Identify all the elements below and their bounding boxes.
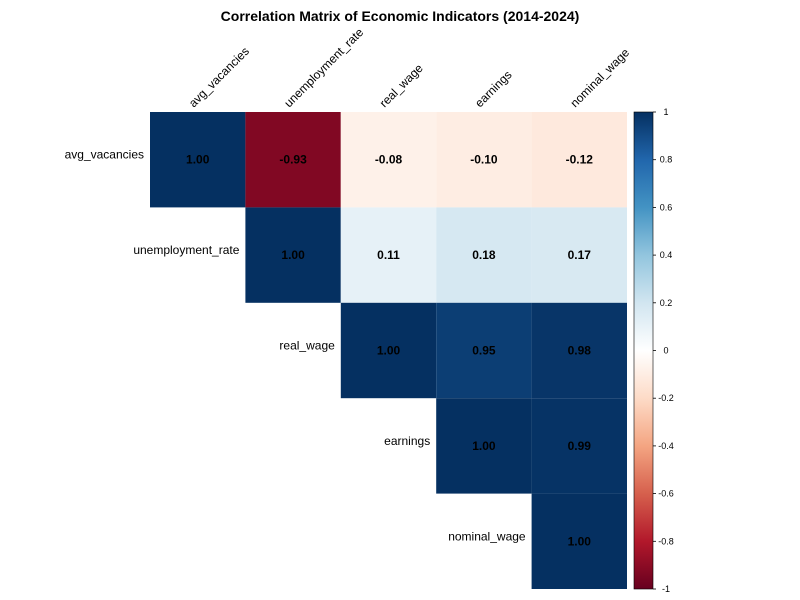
colorbar-tick-label: 0 bbox=[663, 346, 668, 356]
cell-value-real_wage-earnings: 0.95 bbox=[472, 344, 496, 358]
colorbar-tick-label: -0.2 bbox=[658, 393, 674, 403]
cell-value-unemployment_rate-nominal_wage: 0.17 bbox=[568, 248, 592, 262]
heatmap-cell-avg_vacancies-avg_vacancies bbox=[150, 112, 246, 208]
heatmap-cell-real_wage-nominal_wage bbox=[531, 302, 627, 399]
colorbar-tick-label: -0.4 bbox=[658, 441, 674, 451]
cell-value-real_wage-nominal_wage: 0.98 bbox=[568, 344, 592, 358]
cell-value-real_wage-real_wage: 1.00 bbox=[377, 344, 401, 358]
row-label-real_wage: real_wage bbox=[279, 339, 335, 353]
heatmap-cells: 1.00 -0.93 -0.08 -0.10 -0.12 1.00 0.11 0.18 0.17… bbox=[150, 112, 627, 589]
cell-value-avg_vacancies-avg_vacancies: 1.00 bbox=[186, 153, 210, 167]
heatmap-cell-avg_vacancies-earnings bbox=[436, 112, 532, 208]
heatmap-cell-avg_vacancies-nominal_wage bbox=[531, 112, 627, 208]
cell-value-earnings-earnings: 1.00 bbox=[472, 439, 496, 453]
row-labels: avg_vacancies unemployment_rate real_wagee… bbox=[65, 148, 526, 544]
heatmap-cell-earnings-nominal_wage bbox=[531, 398, 627, 494]
cell-value-unemployment_rate-earnings: 0.18 bbox=[472, 248, 496, 262]
colorbar-tick-label: 0.4 bbox=[660, 250, 673, 260]
colorbar-tick-label: -0.8 bbox=[658, 536, 674, 546]
colorbar-tick-label: 0.6 bbox=[660, 202, 673, 212]
row-label-unemployment_rate: unemployment_rate bbox=[133, 243, 239, 257]
cell-value-unemployment_rate-real_wage: 0.11 bbox=[377, 248, 400, 262]
cell-value-avg_vacancies-unemployment_rate: -0.93 bbox=[279, 153, 307, 167]
heatmap-cell-real_wage-real_wage bbox=[340, 302, 437, 399]
colorbar-tick-label: 1 bbox=[663, 107, 668, 117]
heatmap-cell-nominal_wage-nominal_wage bbox=[531, 493, 627, 589]
column-label-unemployment_rate: unemployment_rate bbox=[281, 25, 366, 110]
cell-value-nominal_wage-nominal_wage: 1.00 bbox=[568, 534, 592, 548]
cell-value-unemployment_rate-unemployment_rate: 1.00 bbox=[281, 248, 305, 262]
heatmap-cell-earnings-earnings bbox=[436, 398, 532, 494]
colorbar: 1 0.8 0.6 0.4 0.2 0 -0.2 -0.4 -0.6 -0.8 -1 bbox=[633, 107, 674, 594]
colorbar-tick-label: 0.8 bbox=[660, 155, 673, 165]
colorbar-tick-label: -1 bbox=[662, 584, 670, 594]
heatmap-cell-unemployment_rate-real_wage bbox=[340, 207, 437, 303]
column-label-real_wage: real_wage bbox=[377, 61, 426, 110]
cell-value-avg_vacancies-real_wage: -0.08 bbox=[375, 153, 403, 167]
column-label-avg_vacancies: avg_vacancies bbox=[186, 44, 252, 110]
heatmap-cell-avg_vacancies-unemployment_rate bbox=[245, 112, 341, 208]
column-label-nominal_wage: nominal_wage bbox=[568, 45, 633, 110]
cell-value-earnings-nominal_wage: 0.99 bbox=[568, 439, 592, 453]
chart-title: Correlation Matrix of Economic Indicator… bbox=[221, 8, 580, 24]
colorbar-gradient bbox=[633, 111, 654, 590]
cell-value-avg_vacancies-nominal_wage: -0.12 bbox=[566, 153, 594, 167]
heatmap-cell-unemployment_rate-nominal_wage bbox=[531, 207, 627, 303]
heatmap-cell-avg_vacancies-real_wage bbox=[340, 112, 437, 208]
column-label-earnings: earnings bbox=[472, 68, 514, 110]
row-label-earnings: earnings bbox=[384, 434, 430, 448]
heatmap-cell-unemployment_rate-unemployment_rate bbox=[245, 207, 341, 303]
row-label-nominal_wage: nominal_wage bbox=[448, 529, 526, 543]
column-labels: avg_vacancies unemployment_rate real_wage e… bbox=[186, 25, 632, 110]
row-label-avg_vacancies: avg_vacancies bbox=[65, 148, 144, 162]
colorbar-tick-label: 0.2 bbox=[660, 298, 673, 308]
heatmap-cell-unemployment_rate-earnings bbox=[436, 207, 532, 303]
colorbar-tick-label: -0.6 bbox=[658, 489, 674, 499]
cell-value-avg_vacancies-earnings: -0.10 bbox=[470, 153, 498, 167]
heatmap-cell-real_wage-earnings bbox=[436, 302, 532, 399]
